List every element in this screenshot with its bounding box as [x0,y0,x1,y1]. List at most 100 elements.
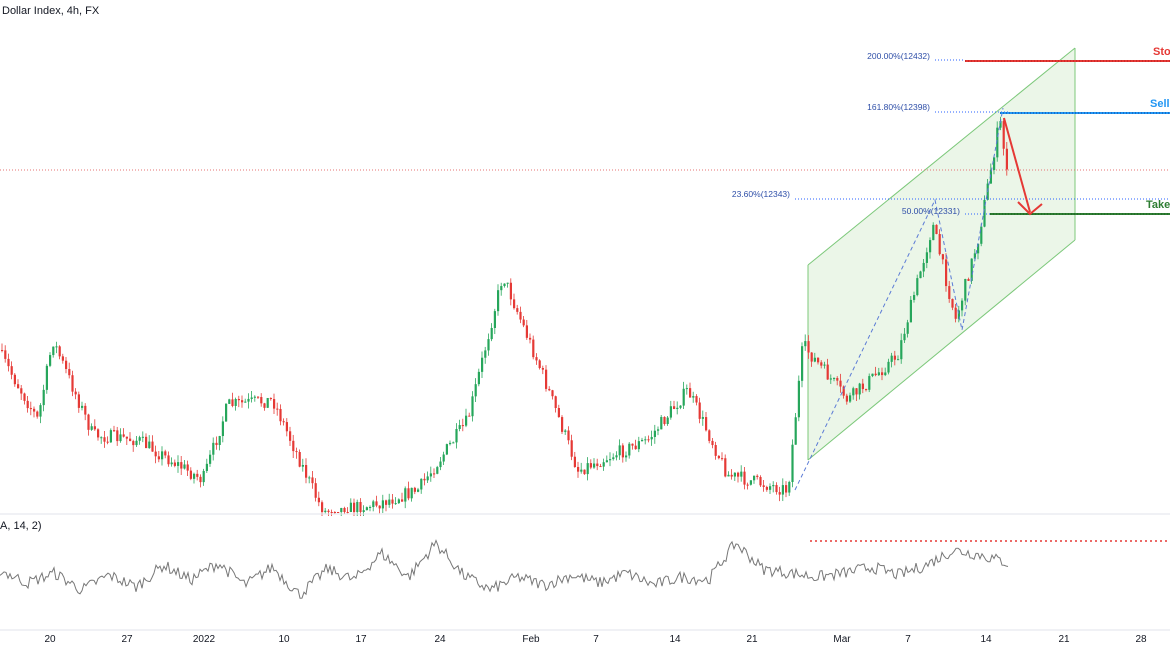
candle-body [801,346,804,381]
candle-body [333,512,336,513]
candle-body [938,234,941,255]
candle-body [807,341,810,353]
candle-body [685,388,688,390]
candle-body [20,388,23,394]
candle-body [493,311,496,328]
candle-body [935,224,938,235]
candle-body [679,405,682,408]
candle-body [45,365,48,390]
candle-body [829,378,832,380]
candle-body [823,364,826,366]
candle-body [487,339,490,351]
candle-body [292,440,295,452]
candle-body [993,157,996,170]
candle-body [180,462,183,469]
candle-body [663,416,666,425]
candle-body [810,352,813,362]
candle-body [404,488,407,502]
candle-body [516,308,519,312]
candle-body [1,350,4,351]
candle-body [449,442,452,445]
candle-body [730,474,733,477]
candle-body [941,254,944,260]
candle-body [541,367,544,370]
candle-body [583,469,586,475]
candle-body [113,430,116,432]
candle-body [177,462,180,466]
candle-body [794,417,797,445]
candle-body [135,440,138,446]
x-tick-label: 27 [121,634,133,645]
candle-body [618,445,621,456]
candle-body [458,425,461,429]
candle-body [503,283,506,287]
candle-body [916,278,919,296]
candle-body [417,489,420,492]
candle-body [580,469,583,472]
candle-body [724,458,727,477]
candle-body [945,259,948,287]
candle-body [836,378,839,381]
candle-body [650,436,653,440]
candle-body [567,430,570,441]
candle-body [356,501,359,512]
x-tick-label: Mar [833,634,851,645]
candle-body [641,439,644,442]
candle-body [202,470,205,483]
candle-body [273,399,276,409]
candle-body [852,388,855,396]
stop-loss-label: Sto [1153,46,1170,58]
candle-body [637,441,640,450]
candle-body [349,502,352,512]
candle-body [781,485,784,495]
candle-body [125,436,128,439]
time-axis: 20 27 2022 10 17 24 Feb 7 14 21 Mar 7 14 21 28 [44,634,1147,645]
candle-body [26,400,29,409]
candle-body [855,388,858,395]
candle-body [369,506,372,508]
candle-body [535,357,538,361]
candle-body [129,438,132,442]
candle-body [545,369,548,389]
candle-body [477,371,480,385]
candle-body [375,501,378,506]
candle-body [212,442,215,455]
candle-body [170,462,173,465]
candle-body [769,486,772,490]
candle-body [23,393,26,401]
candle-body [759,477,762,486]
candle-body [330,512,333,513]
candle-body [471,396,474,417]
fib-level-label: 50.00%(12331) [902,206,960,216]
candle-body [625,455,628,458]
candle-body [87,414,90,430]
candle-body [765,486,768,490]
candle-body [689,388,692,398]
candle-body [116,430,119,442]
candle-body [660,416,663,430]
take-profit-label: Take [1146,199,1170,211]
candle-body [708,430,711,441]
candle-body [77,394,80,408]
candle-body [957,310,960,319]
candle-body [586,463,589,475]
candle-body [253,396,256,398]
candle-body [241,400,244,403]
candle-body [890,355,893,362]
candle-body [817,357,820,363]
candle-body [999,121,1002,128]
candle-body [804,341,807,347]
candle-body [365,507,368,511]
candle-body [52,346,55,356]
candle-body [237,399,240,401]
x-tick-label: 2022 [193,634,216,645]
candle-body [474,384,477,397]
candle-body [324,510,327,512]
candle-body [442,454,445,462]
candle-body [929,240,932,253]
candle-body [141,436,144,438]
candle-body [7,358,10,367]
candle-body [877,372,880,376]
candle-body [775,485,778,493]
